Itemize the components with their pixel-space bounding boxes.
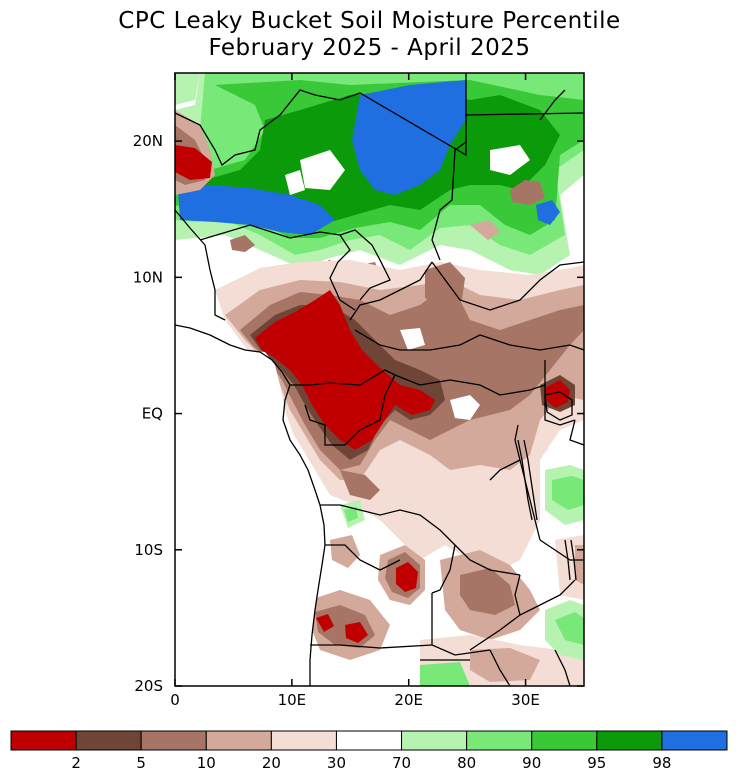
southern-patches bbox=[310, 465, 584, 686]
colorbar-label: 70 bbox=[392, 754, 411, 772]
colorbar-swatch bbox=[401, 730, 468, 751]
colorbar-swatch bbox=[205, 730, 272, 751]
colorbar-swatch bbox=[596, 730, 663, 751]
colorbar-label: 10 bbox=[197, 754, 216, 772]
colorbar-swatch bbox=[531, 730, 598, 751]
colorbar-label: 80 bbox=[457, 754, 476, 772]
colorbar-swatch bbox=[466, 730, 533, 751]
colorbar-label: 20 bbox=[262, 754, 281, 772]
colorbar-swatch bbox=[270, 730, 337, 751]
map-subtitle: February 2025 - April 2025 bbox=[208, 35, 531, 61]
lon-tick-label: 20E bbox=[394, 691, 423, 709]
colorbar-swatch bbox=[140, 730, 207, 751]
colorbar-label: 90 bbox=[522, 754, 541, 772]
atlantic-ocean bbox=[175, 330, 325, 686]
plot-frame bbox=[174, 72, 585, 687]
lon-tick-label: 30E bbox=[511, 691, 540, 709]
colorbar-label: 95 bbox=[587, 754, 606, 772]
latitude-axis: 20N 10N EQ 10S 20S bbox=[133, 132, 584, 695]
map-title: CPC Leaky Bucket Soil Moisture Percentil… bbox=[118, 8, 621, 34]
colorbar-swatch bbox=[10, 730, 77, 751]
lat-tick-label: 10S bbox=[134, 541, 163, 559]
colorbar-swatch bbox=[335, 730, 403, 751]
colorbar-swatch bbox=[75, 730, 142, 751]
percentile-field bbox=[175, 73, 584, 686]
colorbar-label: 5 bbox=[136, 754, 146, 772]
dry-anomaly-central bbox=[215, 220, 584, 570]
lat-tick-label: 20S bbox=[134, 677, 163, 695]
longitude-axis: 0 10E 20E 30E bbox=[170, 73, 540, 709]
colorbar-label: 30 bbox=[327, 754, 346, 772]
colorbar: 2 5 10 20 30 70 80 90 95 98 bbox=[10, 730, 728, 772]
wet-anomaly-north bbox=[175, 73, 584, 275]
lon-tick-label: 0 bbox=[170, 691, 180, 709]
lat-tick-label: 20N bbox=[133, 132, 163, 150]
lat-tick-label: EQ bbox=[142, 405, 163, 423]
lat-tick-label: 10N bbox=[133, 268, 163, 286]
colorbar-swatch bbox=[661, 730, 728, 751]
colorbar-label: 2 bbox=[71, 754, 81, 772]
colorbar-label: 98 bbox=[652, 754, 671, 772]
lon-tick-label: 10E bbox=[278, 691, 307, 709]
country-borders bbox=[175, 73, 584, 686]
